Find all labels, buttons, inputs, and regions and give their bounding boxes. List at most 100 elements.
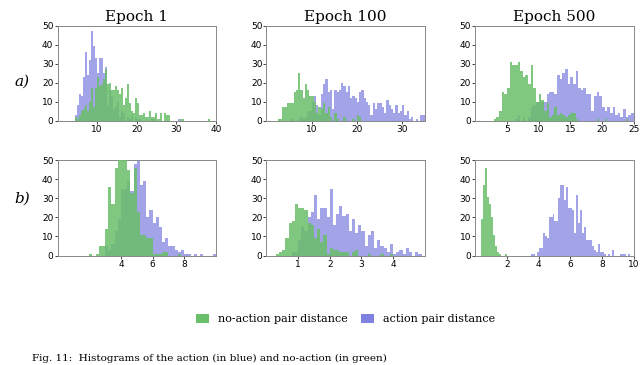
Bar <box>131 193 134 255</box>
Bar <box>118 147 121 255</box>
Bar <box>536 101 539 120</box>
Bar <box>415 119 418 120</box>
Bar <box>543 233 545 256</box>
Bar <box>561 185 563 256</box>
Bar <box>580 210 582 255</box>
Bar <box>509 62 512 120</box>
Bar <box>357 101 359 120</box>
Bar <box>612 250 614 256</box>
Bar <box>602 107 605 120</box>
Bar <box>495 246 497 256</box>
Bar <box>406 248 409 255</box>
Bar <box>365 246 368 256</box>
Bar <box>321 109 323 120</box>
Bar <box>300 90 303 120</box>
Bar <box>188 254 191 255</box>
Bar <box>109 90 111 120</box>
Bar <box>586 240 588 256</box>
Bar <box>152 117 154 120</box>
Bar <box>150 117 152 120</box>
Bar <box>497 117 499 120</box>
Bar <box>135 98 137 120</box>
Bar <box>352 252 355 256</box>
Bar <box>165 252 168 256</box>
Bar <box>289 103 291 120</box>
Bar <box>325 79 328 120</box>
Bar <box>358 225 362 255</box>
Bar <box>621 254 624 255</box>
Bar <box>499 254 501 255</box>
Bar <box>305 210 308 255</box>
Bar <box>368 254 371 255</box>
Bar <box>311 212 314 256</box>
Bar <box>352 219 355 255</box>
Bar <box>409 119 411 120</box>
Bar <box>316 105 319 120</box>
Bar <box>626 119 628 120</box>
Bar <box>628 254 630 255</box>
Bar <box>194 254 197 255</box>
Bar <box>301 227 305 256</box>
Bar <box>377 240 380 256</box>
Bar <box>626 117 628 120</box>
Bar <box>539 248 541 255</box>
Bar <box>359 117 362 120</box>
Bar <box>336 214 339 255</box>
Bar <box>289 223 292 255</box>
Bar <box>371 231 374 256</box>
Bar <box>620 254 621 255</box>
Bar <box>532 254 534 255</box>
Bar <box>119 94 121 120</box>
Bar <box>362 231 365 256</box>
Bar <box>384 113 387 120</box>
Bar <box>113 90 115 120</box>
Bar <box>282 250 285 256</box>
Bar <box>140 185 143 256</box>
Bar <box>99 87 101 120</box>
Bar <box>307 111 309 120</box>
Bar <box>403 254 406 255</box>
Bar <box>332 109 334 120</box>
Bar <box>134 168 137 256</box>
Bar <box>610 113 612 120</box>
Bar <box>531 107 533 120</box>
Bar <box>129 119 131 120</box>
Bar <box>99 246 102 256</box>
Bar <box>314 101 316 120</box>
Bar <box>178 252 181 256</box>
Bar <box>499 111 502 120</box>
Bar <box>146 218 149 256</box>
Bar <box>294 92 296 120</box>
Bar <box>97 73 99 120</box>
Bar <box>371 115 372 120</box>
Bar <box>208 119 210 120</box>
Bar <box>399 250 403 256</box>
Bar <box>301 208 305 256</box>
Bar <box>320 242 323 255</box>
Bar <box>330 248 333 255</box>
Bar <box>491 218 493 256</box>
Bar <box>168 115 170 120</box>
Bar <box>296 90 298 120</box>
Bar <box>402 105 404 120</box>
Bar <box>131 191 134 256</box>
Bar <box>81 111 83 120</box>
Bar <box>541 101 544 120</box>
Bar <box>594 96 596 120</box>
Bar <box>584 227 586 256</box>
Bar <box>309 111 312 120</box>
Bar <box>588 240 590 256</box>
Bar <box>388 105 391 120</box>
Bar <box>181 250 184 256</box>
Bar <box>99 58 101 120</box>
Bar <box>323 84 325 120</box>
Bar <box>312 96 314 120</box>
Bar <box>76 117 77 120</box>
Bar <box>150 119 152 120</box>
Bar <box>184 254 188 255</box>
Bar <box>549 92 552 120</box>
Bar <box>278 119 280 120</box>
Bar <box>311 225 314 255</box>
Bar <box>326 218 330 256</box>
Bar <box>121 189 124 255</box>
